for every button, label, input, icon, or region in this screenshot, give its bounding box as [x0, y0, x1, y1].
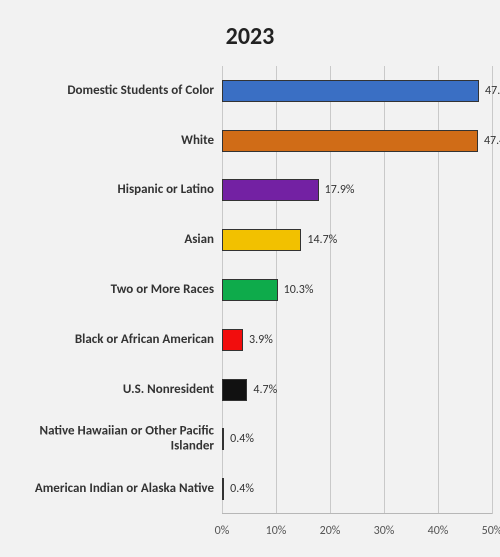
category-label: Native Hawaiian or Other Pacific Islande…: [0, 425, 222, 454]
data-row: Asian14.7%: [222, 215, 492, 265]
data-row: U.S. Nonresident4.7%: [222, 365, 492, 415]
x-tick-label: 40%: [428, 524, 449, 538]
data-row: Black or African American3.9%: [222, 315, 492, 365]
value-label: 0.4%: [230, 432, 254, 446]
value-label: 47.6%: [485, 84, 500, 98]
value-label: 14.7%: [307, 233, 337, 247]
chart-container: 2023 0%10%20%30%40%50%Domestic Students …: [0, 0, 500, 557]
bar: [222, 379, 247, 401]
x-tick-label: 30%: [374, 524, 395, 538]
category-label: Domestic Students of Color: [0, 84, 222, 98]
bar: [222, 279, 278, 301]
category-label: Black or African American: [0, 333, 222, 347]
value-label: 17.9%: [325, 183, 355, 197]
category-label: Two or More Races: [0, 283, 222, 297]
bar: [222, 428, 224, 450]
bar: [222, 478, 224, 500]
data-row: Hispanic or Latino17.9%: [222, 166, 492, 216]
x-tick-label: 20%: [320, 524, 341, 538]
x-tick-label: 0%: [215, 524, 230, 538]
data-row: White47.4%: [222, 116, 492, 166]
value-label: 4.7%: [253, 383, 277, 397]
value-label: 47.4%: [484, 134, 500, 148]
x-tick-label: 50%: [482, 524, 500, 538]
bar: [222, 229, 301, 251]
data-row: Two or More Races10.3%: [222, 265, 492, 315]
plot-area: 0%10%20%30%40%50%Domestic Students of Co…: [222, 66, 492, 514]
data-row: Domestic Students of Color47.6%: [222, 66, 492, 116]
bar: [222, 80, 479, 102]
category-label: White: [0, 133, 222, 147]
chart-title: 2023: [0, 22, 500, 51]
x-tick-label: 10%: [266, 524, 287, 538]
value-label: 10.3%: [284, 283, 314, 297]
bar: [222, 329, 243, 351]
value-label: 3.9%: [249, 333, 273, 347]
category-label: Hispanic or Latino: [0, 183, 222, 197]
category-label: Asian: [0, 233, 222, 247]
category-label: U.S. Nonresident: [0, 382, 222, 396]
value-label: 0.4%: [230, 482, 254, 496]
bar: [222, 130, 478, 152]
category-label: American Indian or Alaska Native: [0, 482, 222, 496]
bar: [222, 179, 319, 201]
data-row: American Indian or Alaska Native0.4%: [222, 464, 492, 514]
data-row: Native Hawaiian or Other Pacific Islande…: [222, 414, 492, 464]
